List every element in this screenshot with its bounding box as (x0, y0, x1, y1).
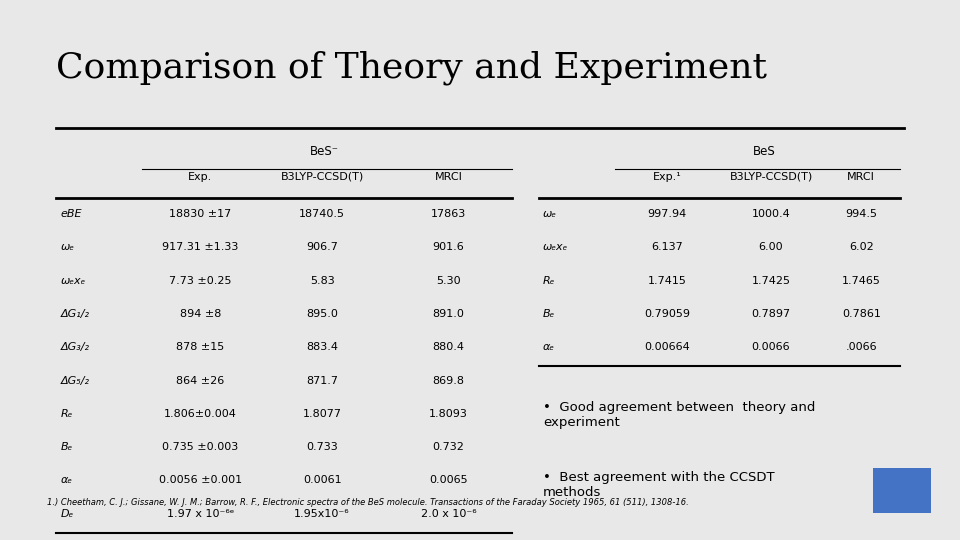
Text: 1.) Cheetham, C. J.; Gissane, W. J. M.; Barrow, R. F., Electronic spectra of the: 1.) Cheetham, C. J.; Gissane, W. J. M.; … (47, 498, 688, 507)
Text: ωₑxₑ: ωₑxₑ (60, 276, 85, 286)
Text: BeS⁻: BeS⁻ (310, 145, 339, 158)
Text: 1.8093: 1.8093 (429, 409, 468, 419)
Text: αₑ: αₑ (543, 342, 555, 352)
Text: Bₑ: Bₑ (60, 442, 73, 452)
Text: 6.02: 6.02 (849, 242, 874, 253)
Text: Exp.: Exp. (188, 172, 212, 181)
Text: 1.97 x 10⁻⁶ᵉ: 1.97 x 10⁻⁶ᵉ (167, 509, 234, 519)
Text: ΔG₃/₂: ΔG₃/₂ (60, 342, 89, 352)
Text: 0.0061: 0.0061 (302, 475, 342, 485)
Text: •  Best agreement with the CCSDT
methods: • Best agreement with the CCSDT methods (543, 471, 775, 499)
Text: 17863: 17863 (431, 209, 466, 219)
Text: αₑ: αₑ (60, 475, 72, 485)
Text: eBE: eBE (60, 209, 82, 219)
Text: 5.30: 5.30 (436, 276, 461, 286)
Text: Bₑ: Bₑ (543, 309, 556, 319)
Text: 906.7: 906.7 (306, 242, 338, 253)
Text: 0.0066: 0.0066 (752, 342, 790, 352)
Text: 6.00: 6.00 (758, 242, 783, 253)
Text: MRCI: MRCI (848, 172, 876, 181)
Text: BeS: BeS (753, 145, 776, 158)
Text: Rₑ: Rₑ (543, 276, 556, 286)
Text: 0.79059: 0.79059 (644, 309, 690, 319)
Text: .0066: .0066 (846, 342, 877, 352)
Text: 0.0065: 0.0065 (429, 475, 468, 485)
Text: 18830 ±17: 18830 ±17 (169, 209, 231, 219)
Text: 1.7425: 1.7425 (752, 276, 790, 286)
Text: 901.6: 901.6 (433, 242, 465, 253)
Text: 997.94: 997.94 (648, 209, 686, 219)
Text: 895.0: 895.0 (306, 309, 338, 319)
Text: MRCI: MRCI (435, 172, 463, 181)
Text: 2.0 x 10⁻⁶: 2.0 x 10⁻⁶ (420, 509, 476, 519)
Text: 0.00664: 0.00664 (644, 342, 690, 352)
Text: 880.4: 880.4 (432, 342, 465, 352)
Text: 0.0056 ±0.001: 0.0056 ±0.001 (158, 475, 242, 485)
Text: Dₑ: Dₑ (60, 509, 74, 519)
Text: B3LYP-CCSD(T): B3LYP-CCSD(T) (730, 172, 813, 181)
Text: 0.732: 0.732 (432, 442, 465, 452)
Text: 894 ±8: 894 ±8 (180, 309, 221, 319)
Text: 871.7: 871.7 (306, 376, 338, 386)
Text: ΔG₅/₂: ΔG₅/₂ (60, 376, 89, 386)
Text: 994.5: 994.5 (845, 209, 877, 219)
Text: Exp.¹: Exp.¹ (653, 172, 682, 181)
Text: 1000.4: 1000.4 (752, 209, 790, 219)
Text: 5.83: 5.83 (310, 276, 334, 286)
Text: 1.7465: 1.7465 (842, 276, 880, 286)
Text: B3LYP-CCSD(T): B3LYP-CCSD(T) (280, 172, 364, 181)
Text: •  Good agreement between  theory and
experiment: • Good agreement between theory and expe… (543, 401, 816, 429)
Text: ΔG₁/₂: ΔG₁/₂ (60, 309, 89, 319)
Text: ωₑxₑ: ωₑxₑ (543, 242, 568, 253)
Text: 6.137: 6.137 (652, 242, 684, 253)
Text: Rₑ: Rₑ (60, 409, 73, 419)
Text: 891.0: 891.0 (432, 309, 465, 319)
Text: ωₑ: ωₑ (60, 242, 74, 253)
Text: 0.733: 0.733 (306, 442, 338, 452)
Text: 7.73 ±0.25: 7.73 ±0.25 (169, 276, 231, 286)
Bar (873, 468, 931, 513)
Text: 1.95x10⁻⁶: 1.95x10⁻⁶ (295, 509, 349, 519)
Text: 1.7415: 1.7415 (648, 276, 686, 286)
Text: Comparison of Theory and Experiment: Comparison of Theory and Experiment (56, 51, 767, 85)
Text: 18740.5: 18740.5 (300, 209, 345, 219)
Text: 0.7861: 0.7861 (842, 309, 880, 319)
Text: 0.735 ±0.003: 0.735 ±0.003 (162, 442, 238, 452)
Text: 1.806±0.004: 1.806±0.004 (164, 409, 237, 419)
Text: 883.4: 883.4 (306, 342, 338, 352)
Text: 0.7897: 0.7897 (752, 309, 791, 319)
Text: 917.31 ±1.33: 917.31 ±1.33 (162, 242, 238, 253)
Text: ωₑ: ωₑ (543, 209, 557, 219)
Text: 1.8077: 1.8077 (302, 409, 342, 419)
Text: 864 ±26: 864 ±26 (176, 376, 225, 386)
Text: 869.8: 869.8 (432, 376, 465, 386)
Text: 878 ±15: 878 ±15 (176, 342, 225, 352)
